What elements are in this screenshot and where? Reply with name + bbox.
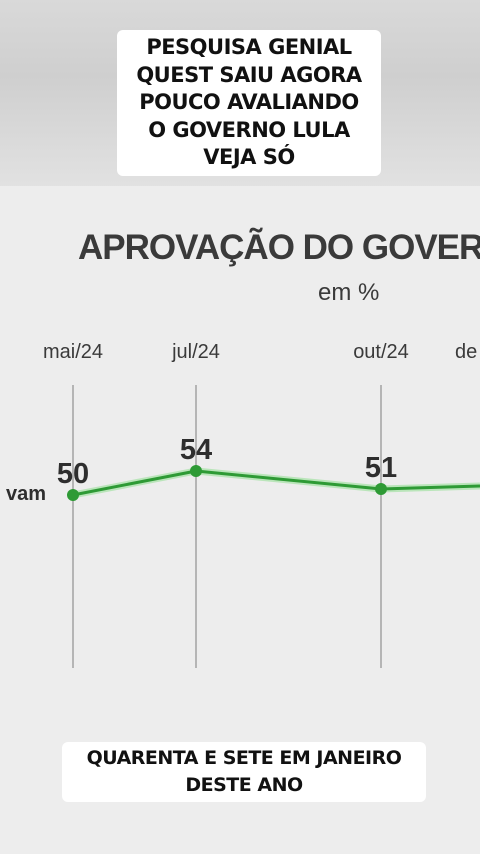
x-tick-label: mai/24 xyxy=(43,341,103,363)
caption-bottom-line: DESTE ANO xyxy=(185,774,303,796)
data-label: 54 xyxy=(180,434,212,466)
caption-top: PESQUISA GENIAL QUEST SAIU AGORA POUCO A… xyxy=(117,30,381,176)
x-tick-label: jul/24 xyxy=(171,341,220,363)
series-line-layer xyxy=(72,467,480,499)
caption-bottom-line: QUARENTA E SETE EM JANEIRO xyxy=(86,747,402,769)
x-tick-labels: mai/24 jul/24 out/24 de xyxy=(43,341,477,363)
x-tick-label: out/24 xyxy=(353,341,409,363)
caption-top-line: VEJA SÓ xyxy=(203,145,295,169)
caption-bottom: QUARENTA E SETE EM JANEIRO DESTE ANO xyxy=(62,742,426,802)
caption-top-line: O GOVERNO LULA xyxy=(148,117,350,142)
caption-top-line: POUCO AVALIANDO xyxy=(139,90,359,114)
caption-top-line: PESQUISA GENIAL xyxy=(146,35,352,59)
chart-subtitle: em % xyxy=(318,279,379,306)
series-label: vam xyxy=(6,483,46,505)
data-point xyxy=(375,483,387,495)
caption-top-line: QUEST SAIU AGORA xyxy=(136,62,362,87)
data-points xyxy=(67,465,387,501)
data-point xyxy=(190,465,202,477)
series-line xyxy=(72,469,480,497)
chart-title: APROVAÇÃO DO GOVER xyxy=(78,228,480,267)
data-label: 51 xyxy=(365,452,397,484)
data-label: 50 xyxy=(57,458,89,490)
data-point xyxy=(67,489,79,501)
x-tick-label: de xyxy=(455,341,477,363)
gridlines xyxy=(72,385,382,668)
data-labels: 50 54 51 xyxy=(57,434,397,490)
